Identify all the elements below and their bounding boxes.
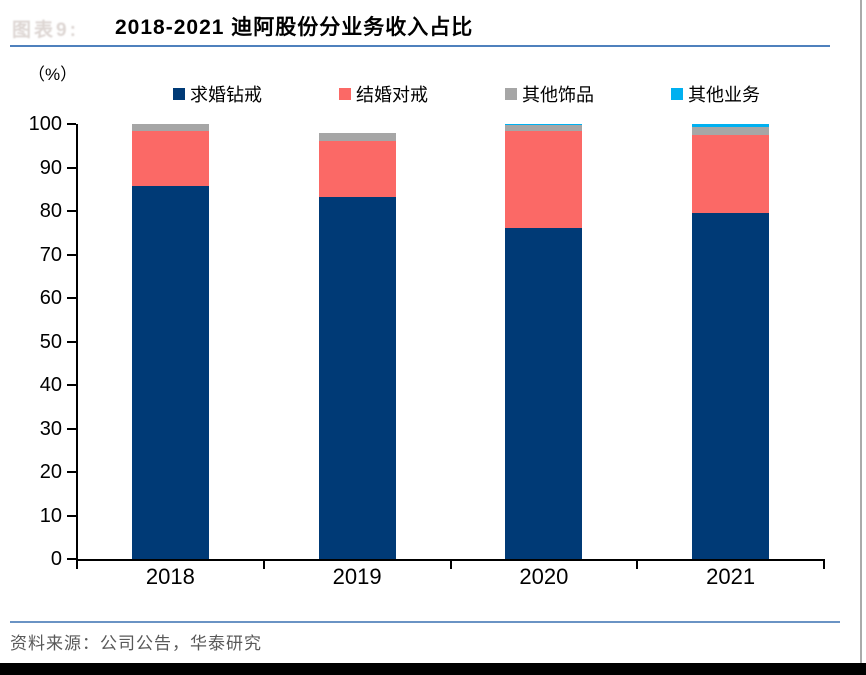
- bar-segment-其他业务: [692, 124, 770, 128]
- y-tick: [67, 253, 76, 256]
- page-right-border: [860, 0, 862, 663]
- x-tick: [76, 561, 78, 569]
- x-tick: [449, 561, 452, 569]
- legend-swatch-icon: [339, 88, 351, 100]
- chart-title: 2018-2021 迪阿股份分业务收入占比: [115, 16, 474, 39]
- title-divider: [10, 45, 830, 47]
- chart-legend: 求婚钻戒 结婚对戒 其他饰品 其他业务: [173, 81, 760, 107]
- legend-item-2: 其他饰品: [505, 81, 594, 107]
- y-tick-label: 20: [39, 461, 62, 483]
- y-tick: [67, 210, 76, 212]
- x-axis-label: 2021: [706, 564, 756, 589]
- legend-label: 结婚对戒: [356, 85, 428, 105]
- y-tick: [67, 340, 76, 343]
- legend-item-0: 求婚钻戒: [173, 81, 262, 107]
- x-tick: [262, 561, 265, 569]
- legend-label: 其他饰品: [522, 85, 594, 105]
- x-axis-label: 2020: [519, 564, 569, 589]
- y-tick: [67, 427, 76, 430]
- x-axis-line: [76, 559, 825, 561]
- legend-swatch-icon: [173, 88, 185, 100]
- y-tick-label: 60: [39, 287, 62, 309]
- y-tick-label: 70: [39, 243, 62, 266]
- y-tick: [67, 297, 76, 299]
- bar-segment-其他饰品: [318, 132, 396, 142]
- x-axis-label: 2019: [332, 564, 382, 589]
- bar-segment-结婚对戒: [692, 134, 770, 214]
- bar-segment-结婚对戒: [505, 130, 583, 229]
- y-tick-label: 0: [50, 548, 62, 570]
- bar-segment-其他饰品: [692, 127, 770, 135]
- y-tick-label: 90: [39, 156, 62, 179]
- bar-segment-其他饰品: [505, 124, 583, 131]
- bar-segment-结婚对戒: [318, 141, 396, 198]
- x-tick: [636, 561, 639, 569]
- y-tick: [67, 558, 76, 560]
- bar-segment-求婚钻戒: [505, 228, 583, 559]
- y-tick: [67, 471, 76, 473]
- y-tick-label: 30: [39, 417, 62, 440]
- legend-label: 其他业务: [688, 85, 760, 105]
- y-tick: [67, 123, 76, 125]
- y-tick: [67, 384, 76, 386]
- bar-segment-结婚对戒: [131, 130, 209, 187]
- y-tick-label: 100: [28, 113, 62, 135]
- y-tick: [67, 166, 76, 169]
- x-tick: [823, 561, 825, 569]
- bar-segment-求婚钻戒: [692, 213, 770, 559]
- y-tick-label: 40: [39, 374, 62, 396]
- legend-swatch-icon: [505, 88, 517, 100]
- bar-segment-求婚钻戒: [131, 186, 209, 559]
- y-tick-label: 50: [39, 330, 62, 353]
- y-tick-label: 80: [39, 200, 62, 222]
- x-axis-label: 2018: [145, 564, 195, 589]
- legend-swatch-icon: [671, 88, 683, 100]
- footer-divider: [10, 621, 840, 623]
- y-tick: [67, 514, 76, 517]
- figure-number-label: 图表9:: [12, 20, 79, 41]
- bar-segment-求婚钻戒: [318, 197, 396, 559]
- y-axis-line: [76, 124, 78, 569]
- bar-segment-其他饰品: [131, 124, 209, 131]
- y-tick-label: 10: [39, 504, 62, 527]
- legend-item-1: 结婚对戒: [339, 81, 428, 107]
- legend-label: 求婚钻戒: [190, 85, 262, 105]
- footer-bar: [0, 663, 866, 675]
- y-axis-unit-label: （%）: [28, 65, 78, 84]
- source-text: 资料来源：公司公告，华泰研究: [10, 634, 262, 653]
- legend-item-3: 其他业务: [671, 81, 760, 107]
